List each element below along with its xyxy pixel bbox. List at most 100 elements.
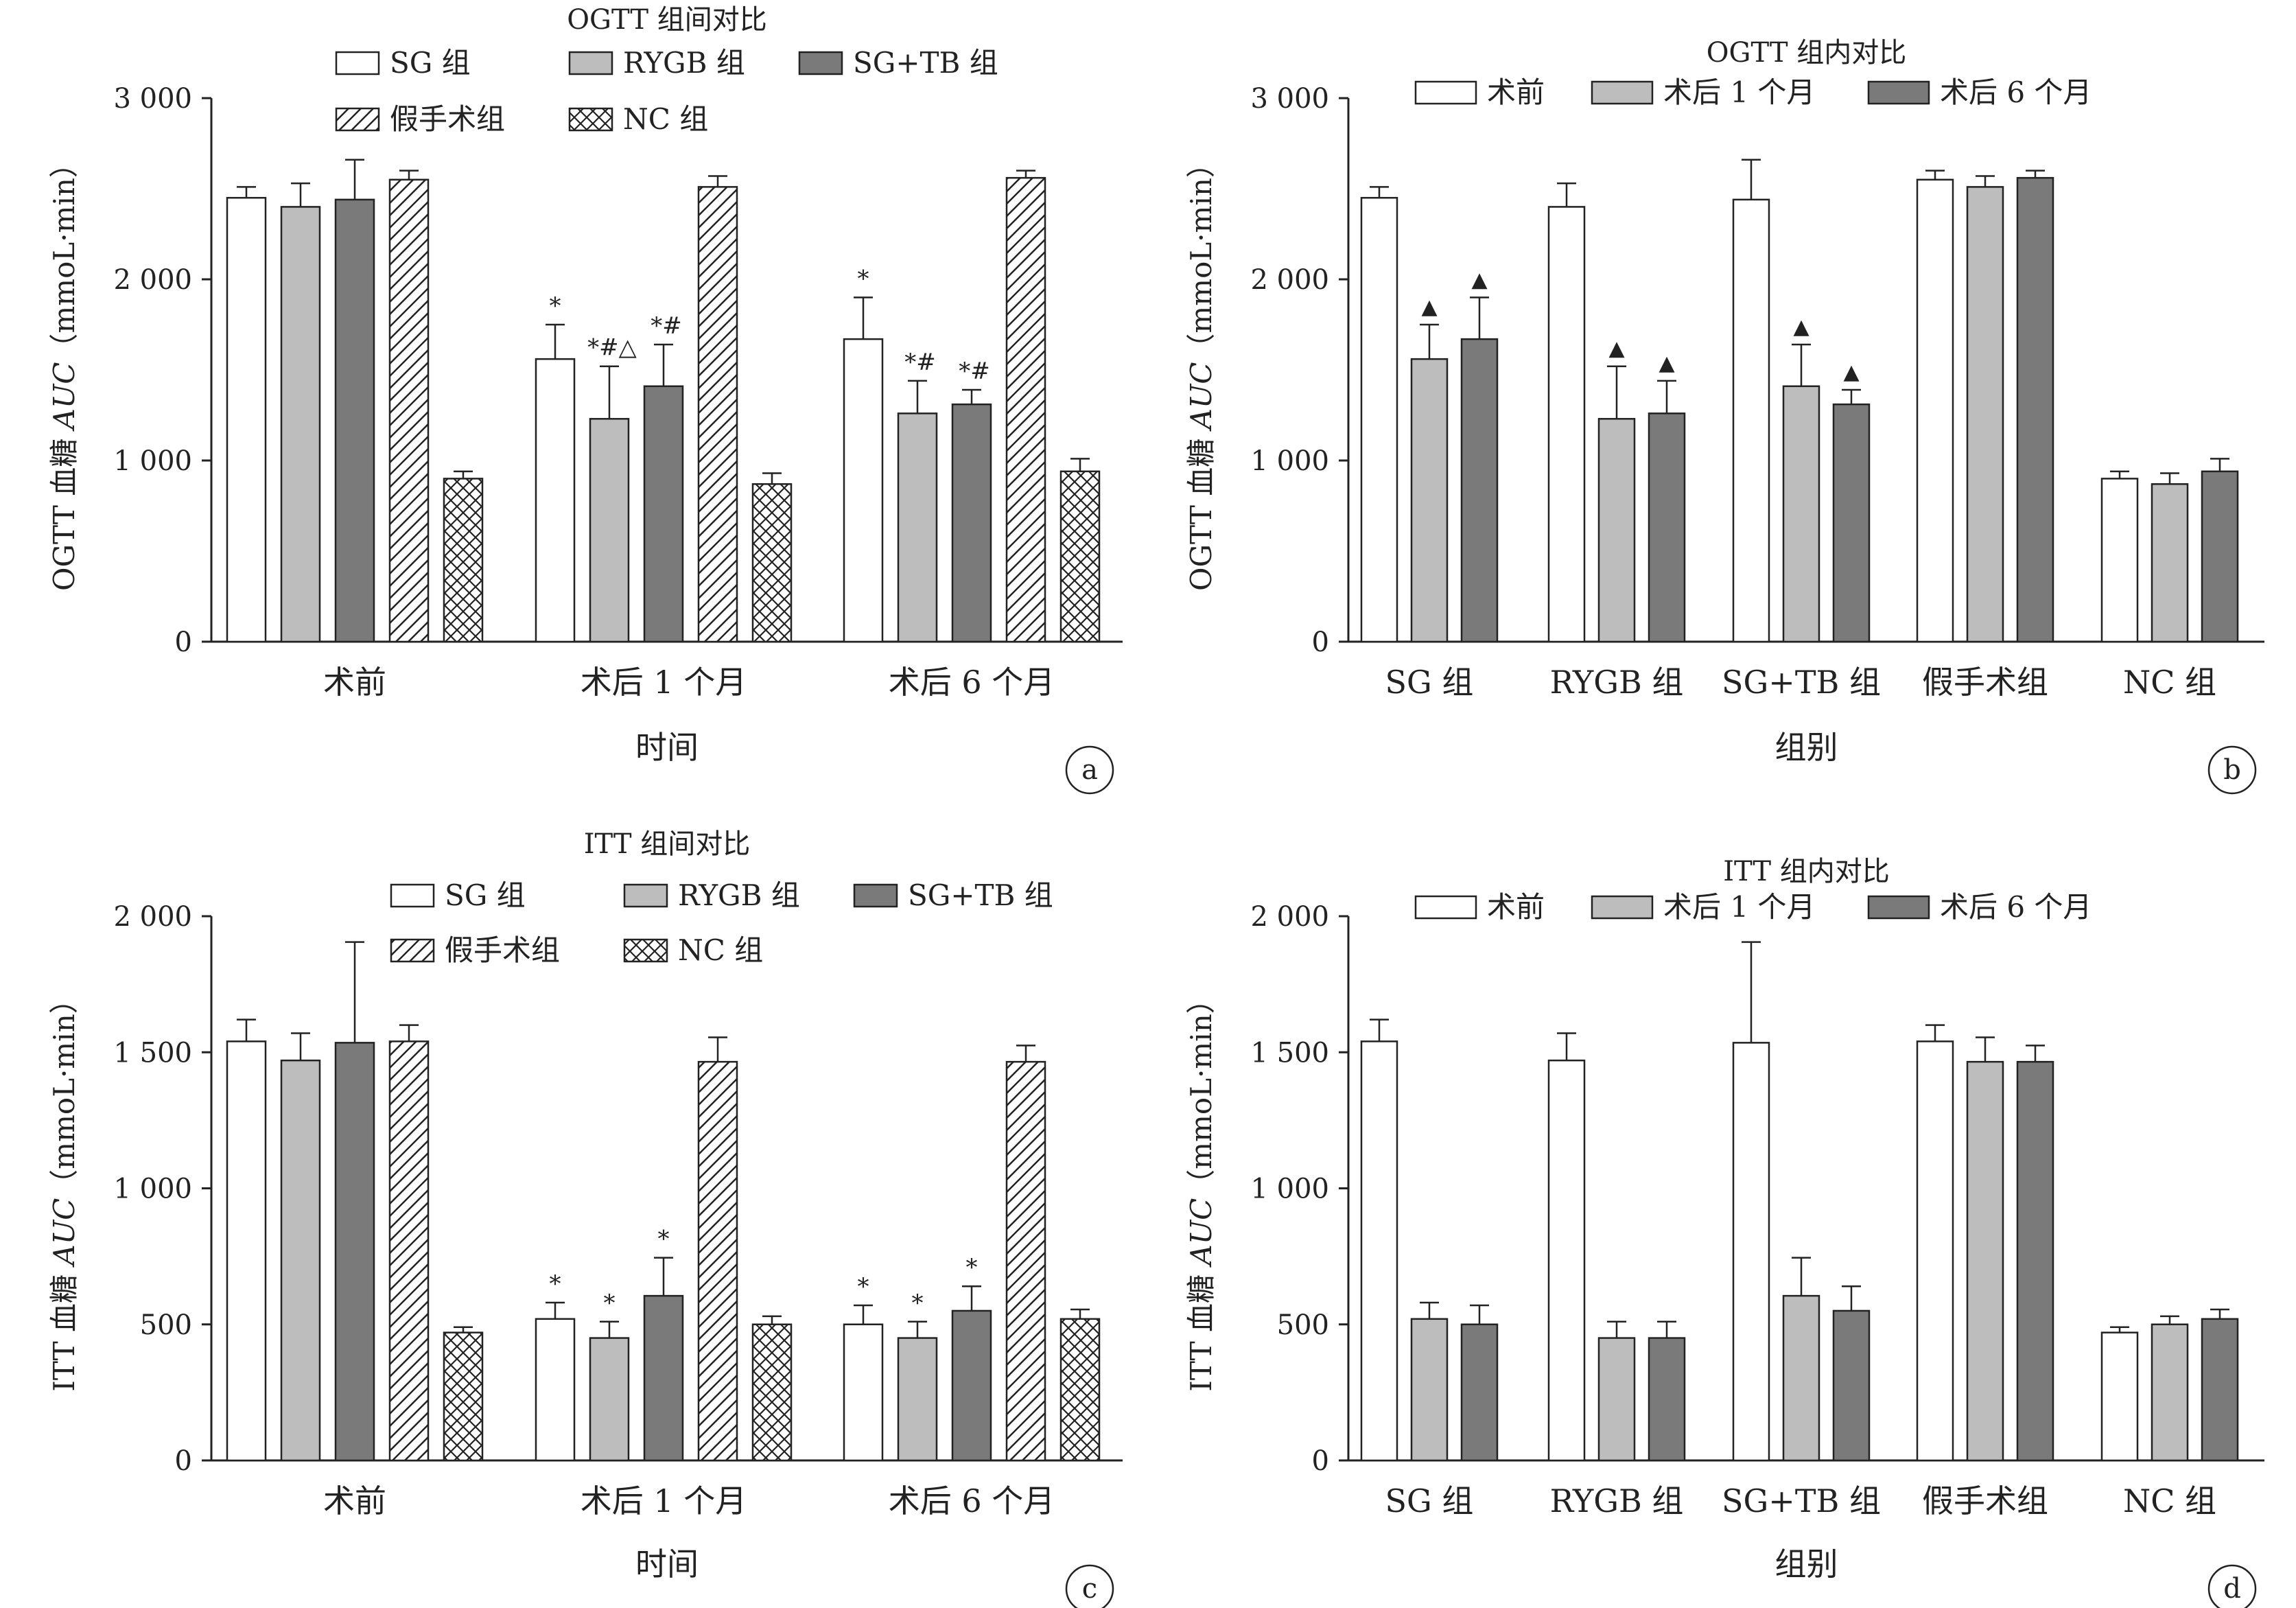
- significance-mark: *: [550, 1270, 561, 1298]
- bar: [1059, 470, 1101, 643]
- chart-title: OGTT 组间对比: [567, 4, 767, 36]
- bar: [2100, 478, 2139, 643]
- bar: [1460, 1323, 1499, 1462]
- bar: [643, 385, 684, 643]
- legend-label: 假手术组: [445, 933, 560, 967]
- legend-swatch: [390, 938, 435, 963]
- bar: [2100, 1331, 2139, 1462]
- significance-mark: *#: [959, 358, 990, 385]
- y-axis-label-part: OGTT 血糖: [1184, 429, 1218, 591]
- legend-swatch: [623, 883, 668, 908]
- category-label: RYGB 组: [1550, 1482, 1684, 1519]
- category-label: SG+TB 组: [1722, 1482, 1881, 1519]
- significance-mark: *: [966, 1254, 978, 1281]
- chart-panel-b: OGTT 组内对比 0 1 000 2 000 3 000 OGTT 血糖 AUC（mmo…: [1184, 37, 2264, 795]
- category-label: SG 组: [1385, 664, 1474, 701]
- bar: [1966, 1060, 2004, 1462]
- y-tick-label: 1 500: [113, 1037, 192, 1069]
- bar: [1360, 1040, 1398, 1462]
- bar: [589, 1337, 630, 1462]
- category-label: 术前: [323, 664, 386, 701]
- bar: [2201, 1318, 2239, 1462]
- category-label: 术前: [323, 1482, 386, 1519]
- bar: [697, 186, 738, 643]
- legend-label: SG+TB 组: [853, 46, 998, 80]
- significance-mark: *: [858, 1273, 869, 1301]
- bar: [1597, 1337, 1636, 1462]
- bar: [1360, 196, 1398, 643]
- y-tick-label: 2 000: [113, 264, 192, 296]
- category-label: 术后 1 个月: [581, 1482, 747, 1519]
- bar: [2016, 176, 2054, 643]
- legend-label: 术前: [1487, 890, 1545, 924]
- legend-label: SG+TB 组: [908, 878, 1053, 912]
- significance-mark: ▲: [1659, 351, 1674, 375]
- y-tick-label: 2 000: [113, 901, 192, 933]
- legend-label: SG 组: [390, 46, 471, 80]
- legend-swatch: [335, 107, 380, 132]
- significance-mark: *: [604, 1290, 616, 1317]
- legend-swatch: [623, 938, 668, 963]
- panel-label: c: [1082, 1573, 1097, 1605]
- y-axis-label-part: ITT 血糖: [47, 1266, 81, 1392]
- bar: [589, 418, 630, 643]
- legend-swatch: [1591, 895, 1654, 920]
- y-axis-label-part: OGTT 血糖: [47, 429, 81, 591]
- chart-title: ITT 组内对比: [1723, 856, 1890, 887]
- y-tick-label: 1 000: [113, 1174, 192, 1205]
- y-tick-label: 3 000: [113, 83, 192, 115]
- legend-swatch: [798, 51, 843, 75]
- bar: [443, 1331, 484, 1462]
- x-axis-label: 组别: [1775, 1546, 1838, 1583]
- y-axis-label-part: （mmoL·min）: [1184, 149, 1218, 362]
- y-axis-label-part: AUC: [1184, 362, 1218, 432]
- bar: [1547, 1059, 1586, 1462]
- bar: [897, 1337, 938, 1462]
- panel-label: a: [1081, 754, 1098, 786]
- x-axis-label: 时间: [635, 1546, 699, 1583]
- panel-label-circle: [2207, 745, 2257, 795]
- bar: [751, 1323, 793, 1462]
- y-tick-label: 0: [1312, 1445, 1329, 1477]
- chart-panel-d: ITT 组内对比 0 500 1 000 1 500 2 000 ITT 血糖 AUC（mm…: [1184, 856, 2264, 1608]
- y-tick-label: 2 000: [1250, 901, 1329, 933]
- bar: [1597, 418, 1636, 643]
- panel-label-circle: [1065, 1564, 1114, 1608]
- category-label: 术后 6 个月: [889, 1482, 1055, 1519]
- bar: [1410, 1318, 1449, 1462]
- y-tick-label: 3 000: [1250, 83, 1329, 115]
- bar: [1916, 178, 1954, 643]
- significance-mark: ▲: [1793, 315, 1809, 339]
- legend-label: 假手术组: [390, 102, 505, 136]
- bar: [2201, 470, 2239, 643]
- bar: [334, 1042, 375, 1462]
- legend-swatch: [1414, 80, 1477, 105]
- panel-label-circle: [1065, 745, 1114, 795]
- legend-label: 术前: [1487, 75, 1545, 109]
- bar: [535, 358, 576, 643]
- category-label: 术后 1 个月: [581, 664, 747, 701]
- y-tick-label: 1 000: [1250, 1174, 1329, 1205]
- legend-swatch: [390, 883, 435, 908]
- x-axis-label: 时间: [635, 729, 699, 766]
- category-label: 假手术组: [1922, 1482, 2048, 1519]
- y-axis-label-part: AUC: [47, 362, 81, 432]
- bar: [1832, 1309, 1871, 1462]
- bar: [1966, 186, 2004, 643]
- y-tick-label: 500: [1277, 1309, 1329, 1341]
- panel-label: d: [2223, 1573, 2241, 1605]
- y-tick-label: 2 000: [1250, 264, 1329, 296]
- x-axis-label: 组别: [1775, 729, 1838, 766]
- y-tick-label: 0: [1312, 627, 1329, 658]
- y-tick-label: 1 500: [1250, 1037, 1329, 1069]
- bar: [1648, 412, 1686, 643]
- bar: [1460, 338, 1499, 643]
- y-axis-label: OGTT 血糖 AUC（mmoL·min）: [1184, 149, 1218, 591]
- bar: [643, 1294, 684, 1462]
- bar: [1732, 198, 1770, 643]
- significance-mark: ▲: [1608, 337, 1624, 361]
- bar: [334, 198, 375, 643]
- legend-swatch: [853, 883, 898, 908]
- bar: [1005, 176, 1046, 643]
- category-label: SG 组: [1385, 1482, 1474, 1519]
